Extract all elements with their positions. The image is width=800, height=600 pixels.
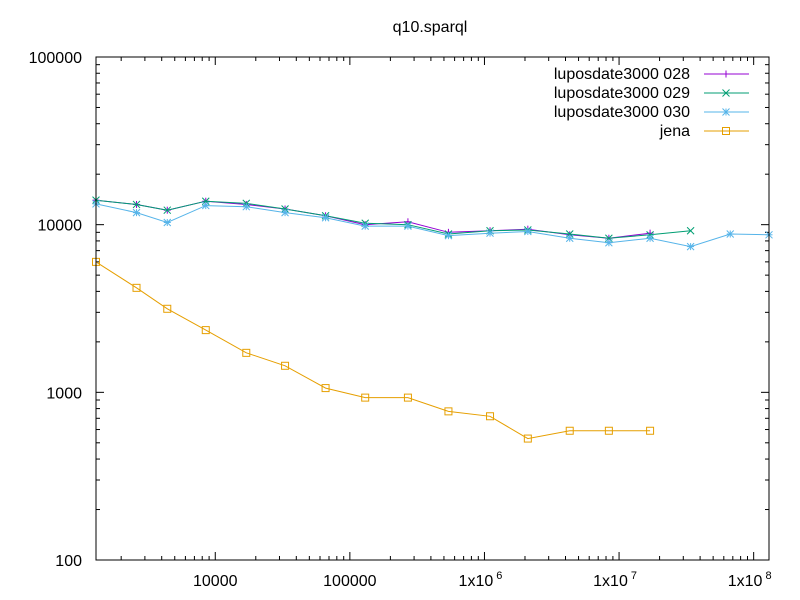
chart-title: q10.sparql	[393, 19, 468, 36]
data-point	[281, 361, 290, 370]
legend-entry: luposdate3000 029	[554, 85, 749, 102]
data-point	[686, 242, 695, 251]
data-point	[201, 201, 210, 210]
data-point	[646, 234, 654, 243]
series-line	[95, 261, 651, 440]
y-tick-label: 10000	[38, 218, 83, 235]
data-point	[163, 304, 172, 313]
legend-label: luposdate3000 028	[554, 66, 690, 83]
legend-label: luposdate3000 029	[554, 85, 690, 102]
series-4	[92, 257, 655, 443]
x-tick-label: 1x10 8	[728, 570, 772, 590]
x-tick-base: 1x10	[459, 573, 494, 590]
x-tick-label: 10000	[193, 573, 238, 590]
data-point	[523, 227, 532, 236]
data-point	[242, 202, 251, 211]
data-point	[604, 426, 613, 435]
data-point	[646, 426, 655, 435]
data-point	[486, 229, 494, 238]
data-point	[523, 434, 532, 443]
y-tick-label: 1000	[46, 385, 82, 402]
data-point	[565, 426, 574, 435]
data-point	[132, 283, 141, 292]
data-point	[132, 208, 141, 217]
data-point	[486, 412, 495, 421]
data-point	[444, 231, 453, 240]
data-point	[403, 393, 412, 402]
data-point	[722, 89, 730, 97]
data-point	[722, 70, 730, 78]
data-point	[722, 108, 730, 116]
series-line	[95, 203, 770, 248]
legend: luposdate3000 028 luposdate3000 029 luposd…	[554, 66, 749, 140]
plot-frame	[95, 56, 770, 561]
data-point	[242, 348, 251, 357]
data-point	[404, 222, 412, 230]
data-point	[201, 326, 210, 335]
series-line	[95, 199, 691, 239]
x-tick-exponent: 8	[765, 570, 771, 582]
legend-entry: luposdate3000 030	[554, 104, 749, 121]
legend-entry: luposdate3000 028	[554, 66, 749, 83]
data-point	[321, 384, 330, 393]
data-point	[163, 206, 172, 215]
data-point	[565, 234, 574, 243]
y-tick-label: 100000	[29, 50, 82, 67]
x-tick-label: 100000	[323, 573, 376, 590]
data-point	[722, 127, 730, 135]
x-tick-label: 1x10 6	[459, 570, 503, 590]
x-tick-exponent: 7	[631, 570, 637, 582]
y-tick-label: 100	[55, 553, 82, 570]
legend-label: luposdate3000 030	[554, 104, 690, 121]
legend-entry: jena	[659, 123, 749, 140]
data-point	[132, 200, 141, 209]
data-point	[686, 226, 695, 235]
data-point	[163, 218, 172, 227]
data-point	[281, 208, 289, 217]
x-tick-label: 1x10 7	[593, 570, 637, 590]
data-point	[444, 407, 453, 416]
x-tick-base: 1x10	[728, 573, 763, 590]
x-tick-base: 1x10	[593, 573, 628, 590]
data-point	[321, 213, 330, 222]
series-3	[92, 200, 773, 251]
data-point	[281, 205, 289, 213]
data-point	[605, 238, 613, 247]
data-point	[726, 230, 735, 238]
legend-label: jena	[659, 123, 690, 140]
x-tick-exponent: 6	[496, 570, 502, 582]
data-point	[361, 393, 370, 402]
data-point	[361, 222, 370, 230]
